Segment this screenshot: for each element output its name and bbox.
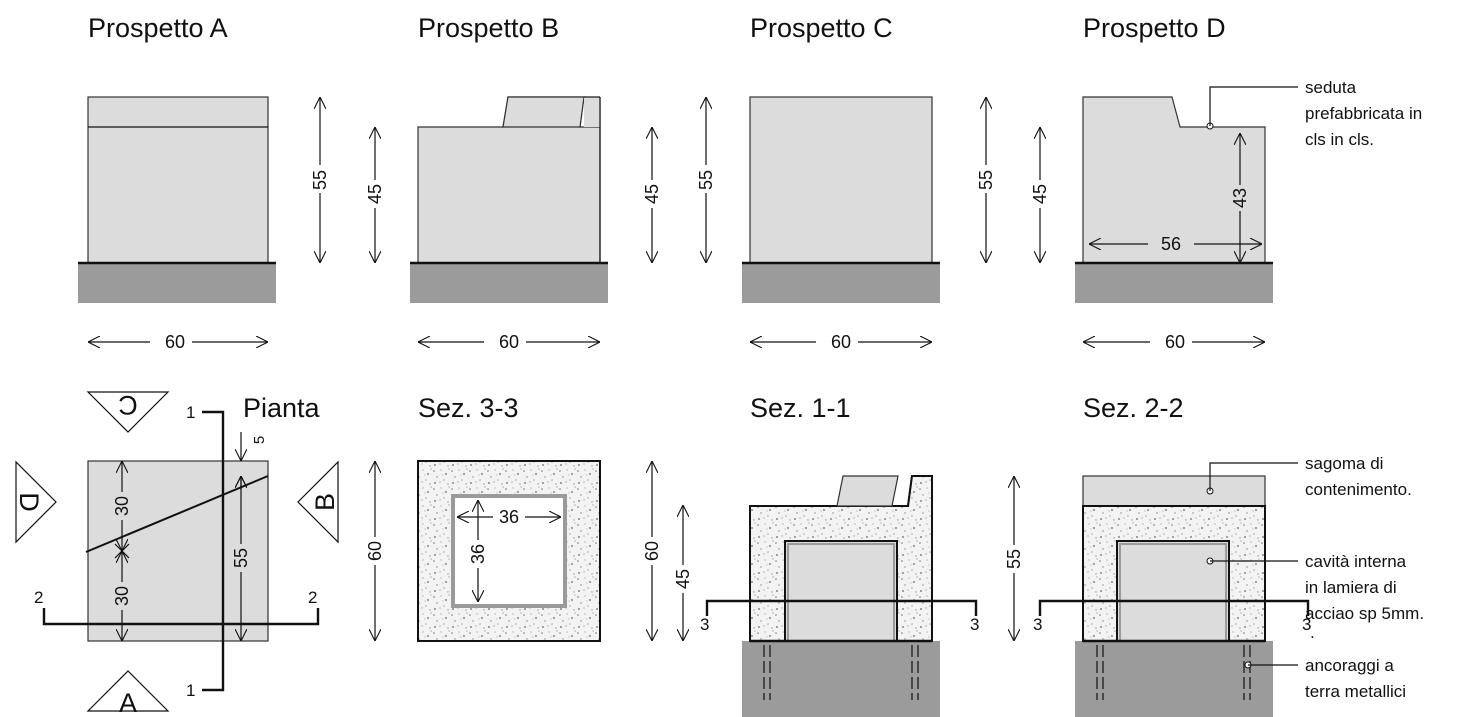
dim-width-label: 60 bbox=[831, 332, 851, 352]
note-line: . bbox=[1310, 623, 1315, 642]
dim-label: 36 bbox=[468, 544, 488, 564]
ground bbox=[1075, 641, 1273, 717]
dim-height-label: 43 bbox=[1230, 188, 1250, 208]
note-line: terra metallici bbox=[1305, 682, 1406, 701]
section-mark-2: 2 bbox=[34, 588, 43, 607]
title-sez-2-2: Sez. 2-2 bbox=[1083, 393, 1184, 423]
view-marker-b bbox=[297, 460, 339, 544]
note-sagoma: sagoma di contenimento. bbox=[1305, 454, 1412, 499]
note-line: ancoraggi a bbox=[1305, 656, 1394, 675]
dim-label: 55 bbox=[231, 548, 251, 568]
section-line-3-3 bbox=[1038, 599, 1310, 616]
ground bbox=[742, 263, 940, 303]
title-sez-3-3: Sez. 3-3 bbox=[418, 393, 519, 423]
dim-label: 30 bbox=[112, 586, 132, 606]
view-letter-d: D bbox=[14, 492, 44, 512]
sezione-1-1: Sez. 1-1 3 3 55 bbox=[700, 393, 1024, 717]
note-line: cls in cls. bbox=[1305, 130, 1374, 149]
dim-label: 60 bbox=[365, 541, 385, 561]
ground bbox=[742, 641, 940, 717]
view-marker-c bbox=[86, 391, 170, 433]
prospetto-c: 55 60 bbox=[742, 96, 996, 352]
dim-width-label: 60 bbox=[165, 332, 185, 352]
note-line: sagoma di bbox=[1305, 454, 1383, 473]
prospetto-b: 45 45 55 60 bbox=[365, 96, 716, 352]
note-seduta: seduta prefabbricata in cls in cls. bbox=[1305, 78, 1422, 149]
section-line-2-2 bbox=[42, 608, 320, 626]
dim-label: 60 bbox=[642, 541, 662, 561]
section-mark-3: 3 bbox=[1302, 615, 1311, 634]
ground bbox=[410, 263, 608, 303]
dim-height-label: 45 bbox=[642, 184, 662, 204]
ground-anchor bbox=[911, 645, 919, 700]
section-mark-3: 3 bbox=[1033, 615, 1042, 634]
dim-label: 45 bbox=[673, 569, 693, 589]
steel-cavity bbox=[784, 540, 898, 642]
ground-anchor bbox=[1096, 645, 1104, 700]
note-ancoraggi: ancoraggi a terra metallici bbox=[1305, 656, 1406, 701]
dim-height-label: 45 bbox=[1030, 184, 1050, 204]
note-line: prefabbricata in bbox=[1305, 104, 1422, 123]
section-mark-3: 3 bbox=[970, 615, 979, 634]
note-cavita: cavità interna in lamiera di acciao sp 5… bbox=[1305, 552, 1424, 642]
note-line: seduta bbox=[1305, 78, 1357, 97]
dim-width-label: 60 bbox=[499, 332, 519, 352]
dim-width-label: 60 bbox=[1165, 332, 1185, 352]
view-marker-d bbox=[15, 460, 57, 544]
prospetto-d: 45 43 56 60 bbox=[1030, 86, 1298, 352]
dim-label: 36 bbox=[499, 507, 519, 527]
note-line: contenimento. bbox=[1305, 480, 1412, 499]
note-line: acciao sp 5mm. bbox=[1305, 604, 1424, 623]
leader-line bbox=[1209, 462, 1298, 491]
title-prospetto-b: Prospetto B bbox=[418, 13, 559, 43]
ground bbox=[78, 263, 276, 303]
dim-label: 30 bbox=[112, 496, 132, 516]
section-mark-3: 3 bbox=[700, 615, 709, 634]
section-mark-1: 1 bbox=[186, 403, 195, 422]
view-letter-c: C bbox=[118, 390, 138, 420]
title-pianta: Pianta bbox=[243, 393, 321, 423]
view-letter-a: A bbox=[119, 688, 137, 717]
dim-label: 55 bbox=[1004, 549, 1024, 569]
seat-shell bbox=[502, 96, 585, 128]
ground bbox=[1075, 263, 1273, 303]
title-prospetto-a: Prospetto A bbox=[88, 13, 228, 43]
section-mark-1: 1 bbox=[186, 681, 195, 700]
ground-anchor bbox=[763, 645, 771, 700]
bench-block bbox=[87, 96, 269, 264]
note-line: in lamiera di bbox=[1305, 578, 1397, 597]
dim-inner-width-label: 56 bbox=[1161, 234, 1181, 254]
sezione-2-2: Sez. 2-2 3 3 bbox=[1033, 393, 1311, 717]
view-letter-b: B bbox=[310, 493, 340, 511]
bench-block bbox=[749, 96, 933, 264]
dim-height-label: 45 bbox=[365, 184, 385, 204]
dim-label: 5 bbox=[251, 436, 268, 444]
dim-height-label: 55 bbox=[696, 170, 716, 190]
sagoma bbox=[1082, 475, 1266, 507]
view-marker-a bbox=[86, 670, 170, 712]
title-prospetto-d: Prospetto D bbox=[1083, 13, 1226, 43]
section-line-1-1 bbox=[202, 410, 225, 692]
sezione-3-3: Sez. 3-3 36 36 60 60 45 bbox=[365, 393, 693, 642]
prospetto-a: 55 60 bbox=[78, 96, 330, 352]
steel-cavity bbox=[1116, 540, 1230, 642]
title-sez-1-1: Sez. 1-1 bbox=[750, 393, 851, 423]
dim-height-label: 55 bbox=[310, 170, 330, 190]
ground-anchor bbox=[1243, 645, 1251, 700]
leader-line bbox=[1209, 86, 1298, 126]
dim-height-label: 55 bbox=[976, 170, 996, 190]
pianta: Pianta C A D B 1 1 2 2 30 30 bbox=[14, 390, 340, 717]
section-mark-2: 2 bbox=[308, 588, 317, 607]
title-prospetto-c: Prospetto C bbox=[750, 13, 893, 43]
note-line: cavità interna bbox=[1305, 552, 1407, 571]
section-line-3-3 bbox=[705, 599, 978, 616]
seat-shell bbox=[836, 475, 899, 507]
